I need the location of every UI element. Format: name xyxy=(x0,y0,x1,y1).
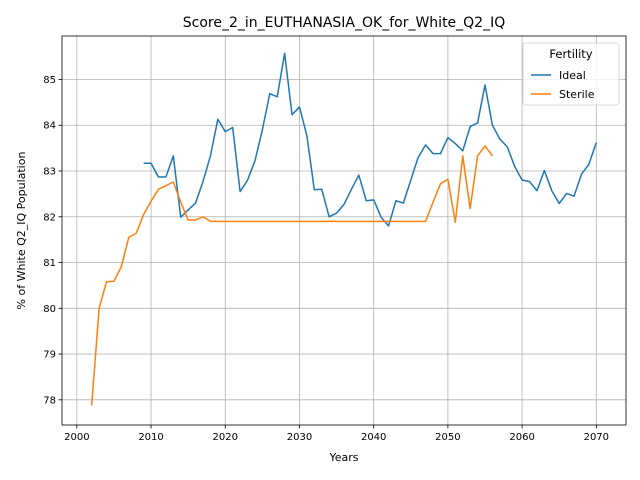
series-line-sterile xyxy=(90,145,494,406)
y-axis-label: % of White Q2_IQ Population xyxy=(15,152,28,310)
x-tick-label: 2000 xyxy=(64,432,89,443)
y-tick-label: 79 xyxy=(43,350,56,361)
x-tick-label: 2070 xyxy=(584,432,609,443)
legend-label-sterile: Sterile xyxy=(559,88,595,101)
x-tick-label: 2030 xyxy=(287,432,312,443)
x-axis-label: Years xyxy=(328,451,358,464)
legend-title: Fertility xyxy=(549,47,592,61)
legend-box xyxy=(522,42,620,106)
legend: Fertility Ideal Sterile xyxy=(522,42,620,106)
y-tick-label: 80 xyxy=(43,304,56,315)
y-tick-label: 83 xyxy=(43,167,56,178)
legend-entries: Ideal Sterile xyxy=(531,69,595,101)
x-axis-ticks: 2000 2010 2020 2030 2040 2050 2060 2070 xyxy=(64,425,609,443)
plot-area-frame xyxy=(61,35,627,426)
x-tick-label: 2060 xyxy=(509,432,534,443)
series-line-ideal xyxy=(143,52,598,227)
y-tick-label: 84 xyxy=(43,121,56,132)
x-tick-label: 2020 xyxy=(213,432,238,443)
x-tick-label: 2040 xyxy=(361,432,386,443)
y-axis-ticks: 78 79 80 81 82 83 84 85 xyxy=(43,75,62,406)
chart-title: Score_2_in_EUTHANASIA_OK_for_White_Q2_IQ xyxy=(183,15,506,31)
y-tick-label: 85 xyxy=(43,75,56,86)
y-tick-label: 81 xyxy=(43,258,56,269)
y-tick-label: 82 xyxy=(43,212,56,223)
x-tick-label: 2050 xyxy=(435,432,460,443)
x-tick-label: 2010 xyxy=(138,432,163,443)
series-layer xyxy=(90,52,598,406)
legend-label-ideal: Ideal xyxy=(559,69,586,82)
y-tick-label: 78 xyxy=(43,395,56,406)
